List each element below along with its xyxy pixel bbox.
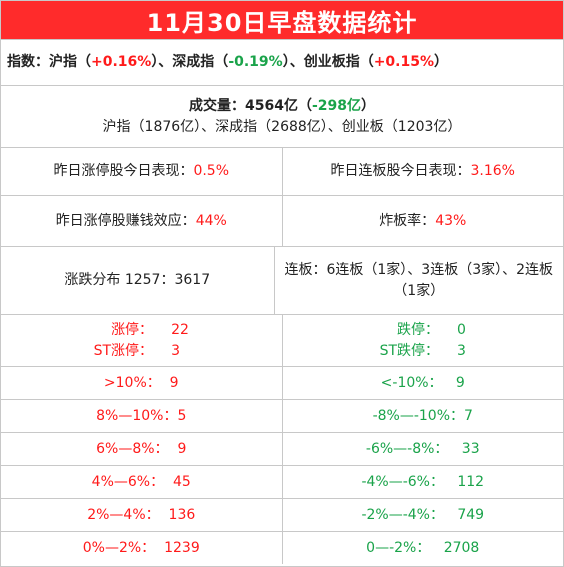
down-bucket-value: 749	[457, 506, 485, 523]
limit-down-pairs: 跌停： 0 ST跌停： 3	[380, 320, 466, 362]
volume-total: 成交量：4564亿（-298亿）	[189, 96, 375, 117]
limit-up-performance-label: 昨日涨停股今日表现：	[53, 163, 194, 179]
down-bucket-value: 33	[461, 440, 480, 457]
down-bucket-cell: -6%—-8%： 33	[281, 433, 564, 465]
down-bucket-value: 9	[455, 374, 465, 391]
performance-row: 昨日涨停股今日表现： 0.5% 昨日连板股今日表现： 3.16%	[1, 147, 563, 195]
up-bucket-cell: 0%—2%： 1239	[1, 532, 282, 564]
up-bucket-cell: 8%—10%： 5	[1, 400, 282, 432]
sz-index-change: -0.19%	[228, 54, 283, 70]
limit-down-label: 跌停：	[397, 321, 440, 338]
broken-board-value: 43%	[435, 212, 467, 229]
down-bucket-label: <-10%：	[380, 374, 443, 391]
volume-detail: 沪指（1876亿）、深成指（2688亿）、创业板（1203亿）	[102, 118, 462, 135]
streak-performance: 昨日连板股今日表现： 3.16%	[281, 148, 564, 195]
broken-board-rate: 炸板率： 43%	[281, 196, 564, 246]
rise-fall-ratio: 涨跌分布 1257：3617	[64, 272, 211, 288]
up-bucket-cell: >10%： 9	[1, 367, 282, 399]
limit-up-cell: 涨停： 22 ST涨停： 3	[1, 315, 282, 366]
effect-row: 昨日涨停股赚钱效应： 44% 炸板率： 43%	[1, 195, 563, 246]
index-sep-2: ）、创业板指（	[282, 54, 374, 70]
limit-down-value: 0	[457, 321, 466, 338]
profit-effect: 昨日涨停股赚钱效应： 44%	[1, 196, 282, 246]
up-bucket-cell: 6%—8%： 9	[1, 433, 282, 465]
down-bucket-label: -2%—-4%：	[361, 506, 444, 523]
sh-index-change: +0.16%	[91, 54, 152, 70]
up-bucket-value: 9	[169, 374, 179, 391]
streak-performance-value: 3.16%	[470, 163, 515, 179]
limit-row: 涨停： 22 ST涨停： 3 跌停： 0 ST跌停： 3	[1, 314, 563, 366]
down-bucket-cell: -8%—-10%： 7	[281, 400, 564, 432]
st-limit-up-label: ST涨停：	[93, 342, 154, 359]
down-bucket-cell: -4%—-6%： 112	[281, 466, 564, 498]
up-bucket-label: 6%—8%：	[96, 440, 169, 457]
st-limit-down-value: 3	[457, 342, 466, 359]
table-row: 6%—8%： 9 -6%—-8%： 33	[1, 432, 563, 465]
limit-up-performance-value: 0.5%	[193, 163, 230, 179]
volume-label: 成交量：4564亿（	[188, 97, 312, 114]
up-bucket-label: 4%—6%：	[91, 473, 165, 490]
up-bucket-value: 5	[177, 407, 187, 424]
limit-up-pairs: 涨停： 22 ST涨停： 3	[94, 320, 189, 362]
index-row: 指数：沪指（ +0.16% ）、深成指（ -0.19% ）、创业板指（ +0.1…	[1, 39, 563, 85]
volume-suffix: ）	[361, 97, 375, 114]
down-bucket-value: 2708	[443, 539, 480, 556]
index-prefix: 指数：沪指（	[7, 54, 91, 70]
limit-up-performance: 昨日涨停股今日表现： 0.5%	[1, 148, 282, 195]
down-bucket-label: -4%—-6%：	[361, 473, 444, 490]
volume-row: 成交量：4564亿（-298亿） 沪指（1876亿）、深成指（2688亿）、创业…	[1, 85, 563, 147]
up-bucket-value: 9	[177, 440, 187, 457]
streak-boards: 连板：6连板（1家）、3连板（3家）、2连板（1家）	[273, 247, 564, 314]
up-bucket-label: >10%：	[103, 374, 161, 391]
profit-effect-label: 昨日涨停股赚钱效应：	[55, 212, 196, 229]
down-bucket-cell: <-10%： 9	[281, 367, 564, 399]
cy-index-change: +0.15%	[373, 54, 435, 70]
volume-change: -298亿	[311, 97, 361, 114]
down-bucket-cell: 0—-2%： 2708	[281, 532, 564, 564]
index-suffix: ）	[434, 54, 449, 70]
table-row: 0%—2%： 1239 0—-2%： 2708	[1, 531, 563, 564]
up-bucket-cell: 4%—6%： 45	[1, 466, 282, 498]
up-bucket-label: 8%—10%：	[96, 407, 178, 424]
page-title: 11月30日早盘数据统计	[1, 1, 563, 39]
up-bucket-label: 2%—4%：	[87, 506, 160, 523]
down-bucket-value: 7	[464, 407, 473, 424]
table-row: >10%： 9 <-10%： 9	[1, 366, 563, 399]
down-bucket-cell: -2%—-4%： 749	[281, 499, 564, 531]
index-sep-1: ）、深成指（	[151, 54, 229, 70]
volume-cell: 成交量：4564亿（-298亿） 沪指（1876亿）、深成指（2688亿）、创业…	[1, 86, 563, 147]
broken-board-label: 炸板率：	[379, 212, 436, 229]
table-row: 8%—10%： 5 -8%—-10%： 7	[1, 399, 563, 432]
limit-up-value: 22	[171, 321, 189, 338]
up-bucket-value: 1239	[164, 539, 200, 556]
streak-performance-label: 昨日连板股今日表现：	[330, 163, 471, 179]
up-bucket-value: 45	[173, 473, 191, 490]
table-row: 4%—6%： 45 -4%—-6%： 112	[1, 465, 563, 498]
index-summary: 指数：沪指（ +0.16% ）、深成指（ -0.19% ）、创业板指（ +0.1…	[1, 40, 563, 85]
down-bucket-label: 0—-2%：	[366, 539, 431, 556]
down-bucket-label: -6%—-8%：	[365, 440, 449, 457]
down-bucket-value: 112	[457, 473, 485, 490]
up-bucket-label: 0%—2%：	[82, 539, 156, 556]
st-limit-down-label: ST跌停：	[379, 342, 440, 359]
up-bucket-value: 136	[168, 506, 196, 523]
distribution-summary-row: 涨跌分布 1257：3617 连板：6连板（1家）、3连板（3家）、2连板（1家…	[1, 246, 563, 314]
down-bucket-label: -8%—-10%：	[372, 407, 464, 424]
profit-effect-value: 44%	[195, 212, 227, 229]
table-row: 2%—4%： 136 -2%—-4%： 749	[1, 498, 563, 531]
limit-up-label: 涨停：	[111, 321, 154, 338]
up-bucket-cell: 2%—4%： 136	[1, 499, 282, 531]
limit-down-cell: 跌停： 0 ST跌停： 3	[281, 315, 564, 366]
st-limit-up-value: 3	[171, 342, 180, 359]
